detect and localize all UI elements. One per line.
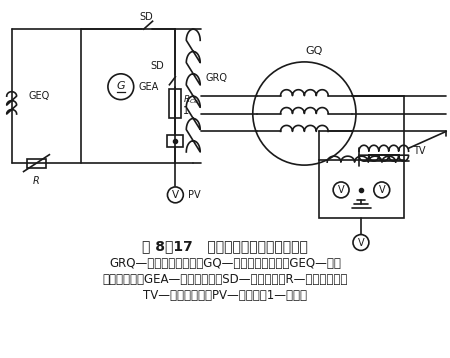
Text: V: V [172, 190, 179, 200]
Text: V: V [358, 237, 364, 247]
Text: GRQ—发电机转子绕组；GQ—发电机定子绕组；GEQ—励磁: GRQ—发电机转子绕组；GQ—发电机定子绕组；GEQ—励磁 [109, 257, 341, 270]
Text: V: V [338, 185, 344, 195]
Circle shape [167, 187, 183, 203]
Text: V: V [378, 185, 385, 195]
Bar [27, 159, 46, 168]
Text: R: R [33, 175, 40, 185]
Text: SD: SD [140, 12, 153, 22]
Text: GEA: GEA [139, 82, 159, 92]
Text: $R_{Ce}$: $R_{Ce}$ [183, 93, 200, 106]
Text: 图 8－17   发电机空载特性试验接线图: 图 8－17 发电机空载特性试验接线图 [142, 240, 308, 253]
Text: PV: PV [188, 190, 201, 200]
Bar [319, 160, 404, 218]
Circle shape [333, 182, 349, 198]
Text: GEQ: GEQ [29, 91, 50, 101]
Text: GRQ: GRQ [205, 73, 227, 83]
Circle shape [353, 234, 369, 251]
Text: G: G [117, 81, 125, 91]
Text: 机励磁绕组；GEA—励磁机电枢；SD—灭磁开关；R—磁场变阻器；: 机励磁绕组；GEA—励磁机电枢；SD—灭磁开关；R—磁场变阻器； [102, 273, 348, 286]
Circle shape [374, 182, 390, 198]
Text: TV—电压互感器；PV—毫伏表；1—分流器: TV—电压互感器；PV—毫伏表；1—分流器 [143, 289, 307, 302]
Text: 1: 1 [183, 106, 189, 116]
Bar [167, 135, 183, 147]
Text: TV: TV [413, 146, 425, 156]
Bar [170, 89, 181, 118]
Text: GQ: GQ [306, 46, 323, 56]
Text: SD: SD [151, 61, 164, 71]
Circle shape [108, 74, 134, 100]
